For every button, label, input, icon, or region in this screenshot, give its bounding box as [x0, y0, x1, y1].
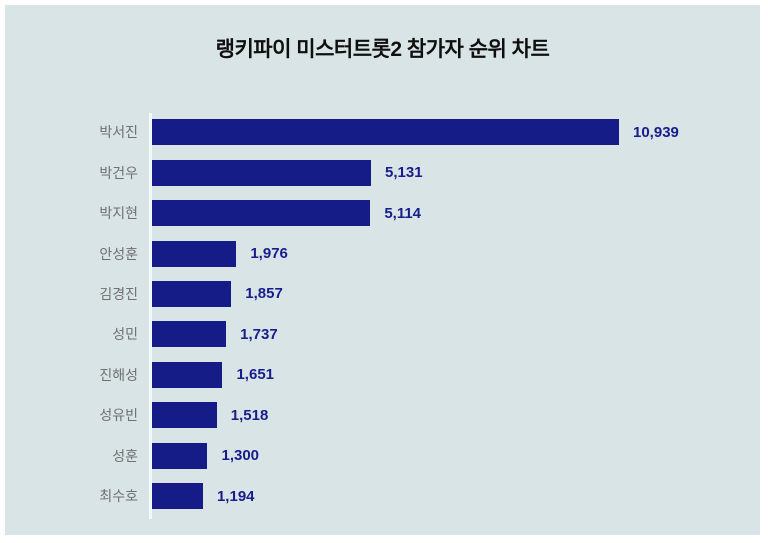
chart-row: 진해성 1,651	[5, 355, 760, 395]
chart-row: 김경진 1,857	[5, 274, 760, 314]
category-label: 박건우	[99, 164, 138, 181]
chart-panel: 랭키파이 미스터트롯2 참가자 순위 차트 박서진 10,939 박건우 5,131 박…	[5, 5, 760, 535]
value-label: 1,518	[230, 406, 269, 424]
value-label: 1,976	[250, 245, 288, 263]
category-label: 안성훈	[99, 245, 138, 262]
chart-row: 박지현 5,114	[5, 193, 760, 233]
value-label: 5,131	[385, 164, 423, 182]
bar	[152, 402, 217, 429]
category-label: 박서진	[99, 124, 138, 141]
chart-title: 랭키파이 미스터트롯2 참가자 순위 차트	[215, 38, 550, 61]
value-label: 1,194	[216, 487, 255, 505]
chart-row: 안성훈 1,976	[5, 233, 760, 273]
bar	[152, 240, 237, 267]
category-label: 성민	[112, 326, 138, 343]
bar	[152, 159, 372, 186]
chart-row: 성훈 1,300	[5, 436, 760, 476]
bar	[152, 321, 227, 348]
chart-row: 성민 1,737	[5, 314, 760, 354]
chart-row: 최수호 1,194	[5, 476, 760, 516]
category-label: 성훈	[112, 447, 138, 464]
bar	[152, 361, 223, 388]
value-label: 1,651	[236, 366, 275, 384]
value-label: 5,114	[384, 204, 422, 222]
chart-row: 박건우 5,131	[5, 152, 760, 192]
value-label: 1,737	[240, 325, 278, 343]
value-label: 10,939	[633, 123, 679, 141]
y-axis-line	[149, 113, 152, 519]
bar	[152, 119, 619, 146]
category-label: 김경진	[99, 285, 138, 302]
chart-row: 박서진 10,939	[5, 112, 760, 152]
category-label: 박지현	[99, 205, 138, 222]
chart-row: 성유빈 1,518	[5, 395, 760, 435]
value-label: 1,300	[221, 447, 260, 465]
value-label: 1,857	[245, 285, 283, 303]
bar	[152, 442, 208, 469]
category-label: 진해성	[99, 366, 138, 383]
bar	[152, 483, 203, 510]
category-label: 성유빈	[99, 407, 138, 424]
bar-chart: 박서진 10,939 박건우 5,131 박지현 5,114 안성훈 1,976 김경진 1,85…	[5, 112, 760, 516]
bar	[152, 200, 371, 227]
category-label: 최수호	[99, 488, 138, 505]
bar	[152, 280, 232, 307]
